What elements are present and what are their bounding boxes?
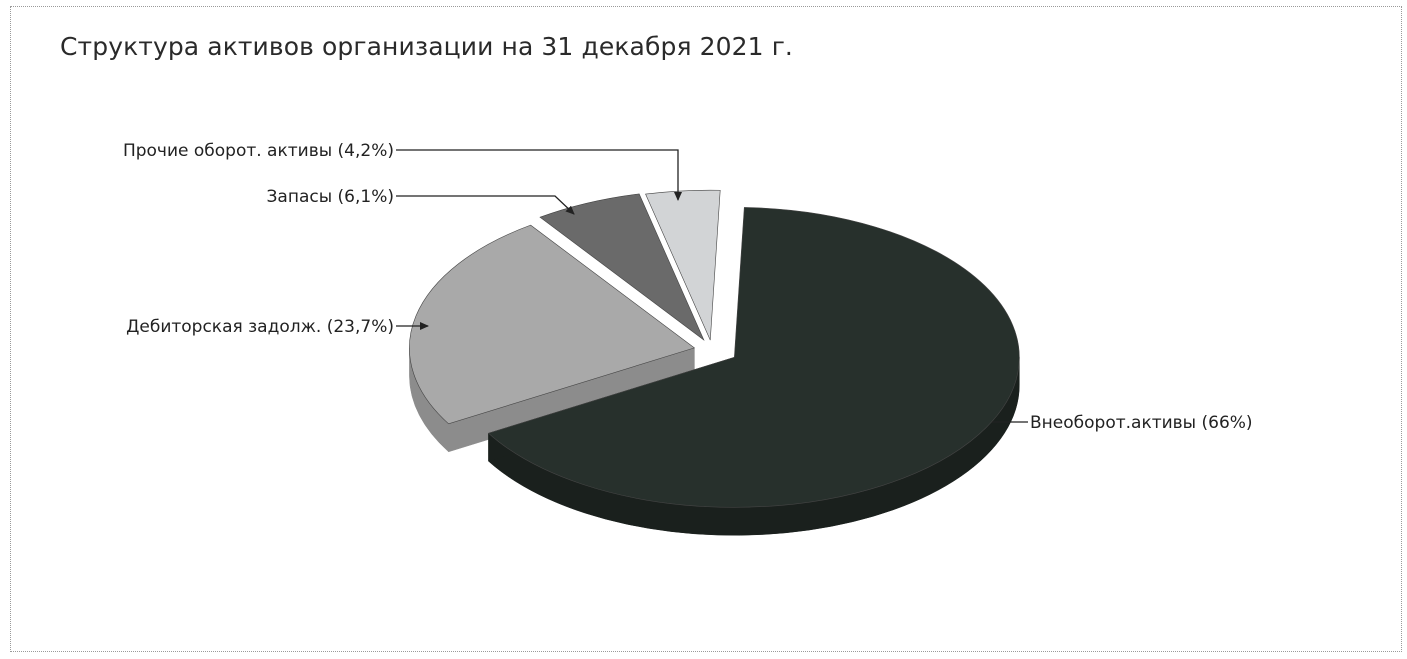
- pie-slice-3: [645, 189, 721, 341]
- pie-slice-0: [487, 207, 1020, 536]
- slice-label-2: Запасы (6,1%): [267, 187, 394, 207]
- pie-slice-2: [539, 193, 705, 341]
- slice-label-0: Внеоборот.активы (66%): [1030, 413, 1253, 433]
- slice-label-1: Дебиторская задолж. (23,7%): [126, 317, 394, 337]
- chart-frame: [10, 6, 1402, 652]
- pie-slice-1: [409, 224, 696, 453]
- chart-title: Структура активов организации на 31 дека…: [60, 32, 793, 61]
- leader-line-3: [396, 149, 682, 201]
- slice-label-3: Прочие оборот. активы (4,2%): [123, 141, 394, 161]
- leader-line-2: [396, 195, 575, 215]
